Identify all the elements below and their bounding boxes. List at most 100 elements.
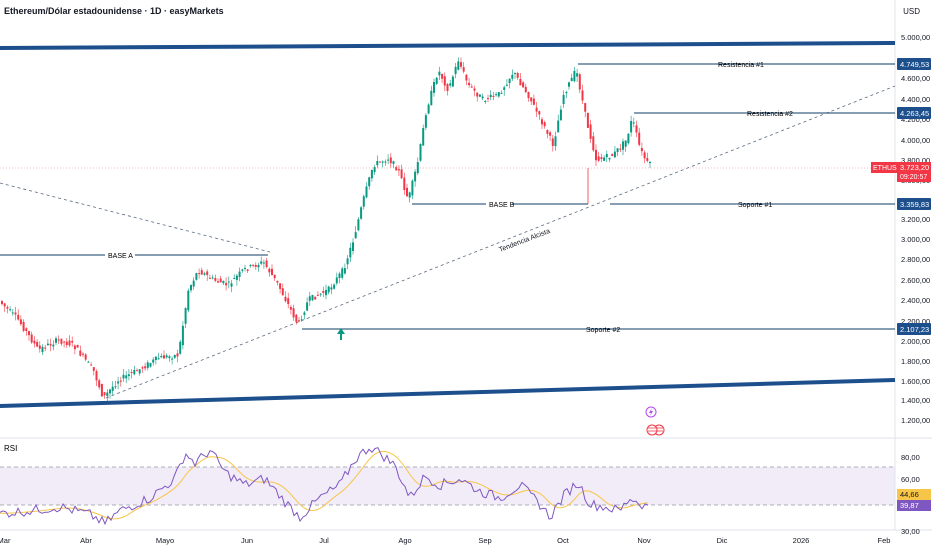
candle: [28, 330, 30, 341]
time-tick-label: Feb: [878, 536, 891, 545]
candle: [589, 119, 592, 143]
candle: [311, 294, 314, 302]
candle: [111, 381, 114, 395]
candle: [295, 314, 298, 325]
candle: [376, 155, 379, 169]
chart-title: Ethereum/Dólar estadounidense · 1D · eas…: [4, 6, 224, 16]
candle: [200, 267, 203, 276]
svg-text:ETHUSD: ETHUSD: [873, 165, 902, 172]
candle: [195, 272, 198, 281]
candle: [284, 291, 287, 303]
price-badge: 3.359,83: [897, 198, 931, 210]
us-flag-events-icon[interactable]: [646, 424, 665, 436]
price-tick-label: 2.400,00: [901, 296, 930, 305]
candle: [187, 288, 190, 313]
candle: [157, 352, 160, 360]
candle: [22, 319, 25, 333]
candle: [578, 72, 581, 94]
time-tick-label: Dic: [717, 536, 728, 545]
candle: [649, 161, 651, 168]
candle: [222, 280, 225, 286]
candle: [630, 115, 633, 137]
candle: [9, 306, 12, 312]
candle: [532, 94, 535, 106]
candle: [538, 110, 541, 120]
support-2-label: Soporte #2: [586, 327, 620, 334]
candle: [632, 117, 635, 128]
rsi-badge: 44,66: [897, 489, 931, 500]
candle: [530, 97, 533, 106]
candle: [468, 77, 471, 88]
candle: [608, 157, 611, 163]
candle: [640, 142, 643, 156]
candle: [411, 179, 414, 200]
candle: [146, 360, 149, 371]
candle: [217, 278, 219, 284]
candle: [616, 148, 619, 156]
candle: [271, 264, 273, 276]
candle: [397, 165, 400, 176]
price-tick-label: 2.800,00: [901, 255, 930, 264]
candle: [152, 357, 155, 366]
candle: [127, 369, 130, 381]
price-tick-label: 1.800,00: [901, 357, 930, 366]
candle: [41, 344, 44, 355]
candle: [125, 370, 128, 384]
price-tick-label: 1.600,00: [901, 377, 930, 386]
time-tick-label: Mar: [0, 536, 11, 545]
candle: [238, 267, 241, 282]
candle: [346, 254, 349, 270]
candle: [268, 267, 271, 277]
candle: [249, 264, 252, 268]
candle: [211, 274, 214, 280]
candle: [451, 74, 454, 88]
candle: [136, 368, 138, 372]
candle: [333, 283, 336, 290]
candle: [516, 71, 519, 80]
lightning-icon[interactable]: [645, 406, 657, 418]
candle: [181, 321, 184, 350]
candle: [230, 279, 233, 293]
time-tick-label: Mayo: [156, 536, 174, 545]
candle: [160, 353, 163, 358]
downtrend-line: [0, 182, 271, 253]
price-tick-label: 1.400,00: [901, 396, 930, 405]
candle: [244, 264, 246, 272]
candle: [208, 274, 211, 279]
candle: [44, 344, 47, 352]
candle: [527, 91, 530, 102]
price-tick-label: 3.000,00: [901, 235, 930, 244]
candle: [95, 369, 98, 386]
candle: [122, 369, 125, 382]
candle: [403, 172, 406, 195]
candle: [92, 367, 95, 376]
channel-top-line: [0, 41, 896, 50]
candle: [63, 341, 66, 348]
candle: [68, 335, 71, 348]
candle: [624, 140, 627, 152]
time-tick-label: Nov: [637, 536, 651, 545]
candle: [392, 160, 395, 168]
candle: [84, 353, 87, 362]
price-tick-label: 4.400,00: [901, 95, 930, 104]
candle: [214, 274, 217, 283]
candle: [457, 57, 460, 71]
rsi-tick-label: 60,00: [901, 475, 920, 484]
candle: [325, 284, 327, 300]
candle: [55, 336, 57, 345]
candle: [551, 135, 554, 152]
candle: [338, 271, 341, 284]
time-tick-label: Abr: [80, 536, 92, 545]
rsi-badge: 39,87: [897, 500, 931, 511]
candle: [446, 82, 449, 96]
candle: [470, 83, 473, 89]
candle: [478, 93, 481, 97]
candle: [119, 376, 122, 387]
candle: [379, 161, 381, 163]
candle: [484, 100, 487, 104]
candle: [144, 362, 147, 371]
candle: [562, 90, 565, 108]
candle: [257, 262, 260, 272]
